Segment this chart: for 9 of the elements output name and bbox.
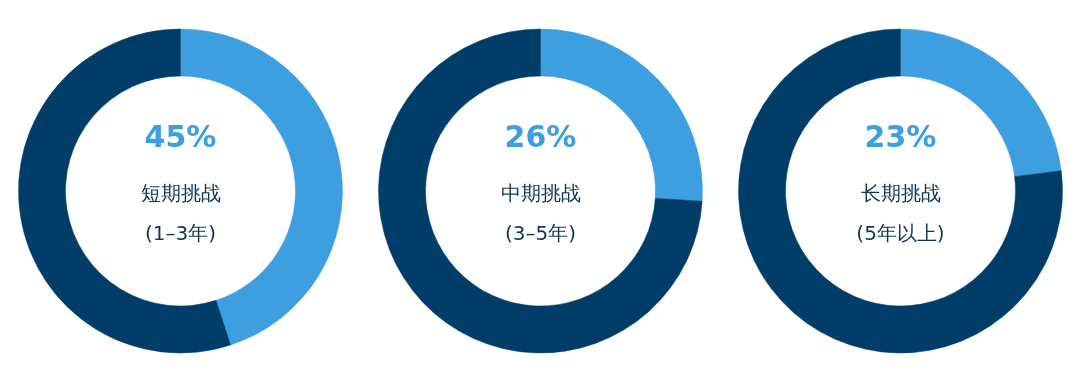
text: 长期挑战 bbox=[860, 181, 941, 205]
data-label: 23% bbox=[864, 118, 937, 154]
data-label: 26% bbox=[504, 118, 577, 154]
text: (1–3年) bbox=[144, 221, 217, 245]
text: 短期挑战 bbox=[140, 181, 221, 205]
text: (3–5年) bbox=[504, 221, 577, 245]
data-label: 45% bbox=[144, 118, 217, 154]
text: (5年以上) bbox=[856, 221, 945, 245]
text: 中期挑战 bbox=[500, 181, 581, 205]
